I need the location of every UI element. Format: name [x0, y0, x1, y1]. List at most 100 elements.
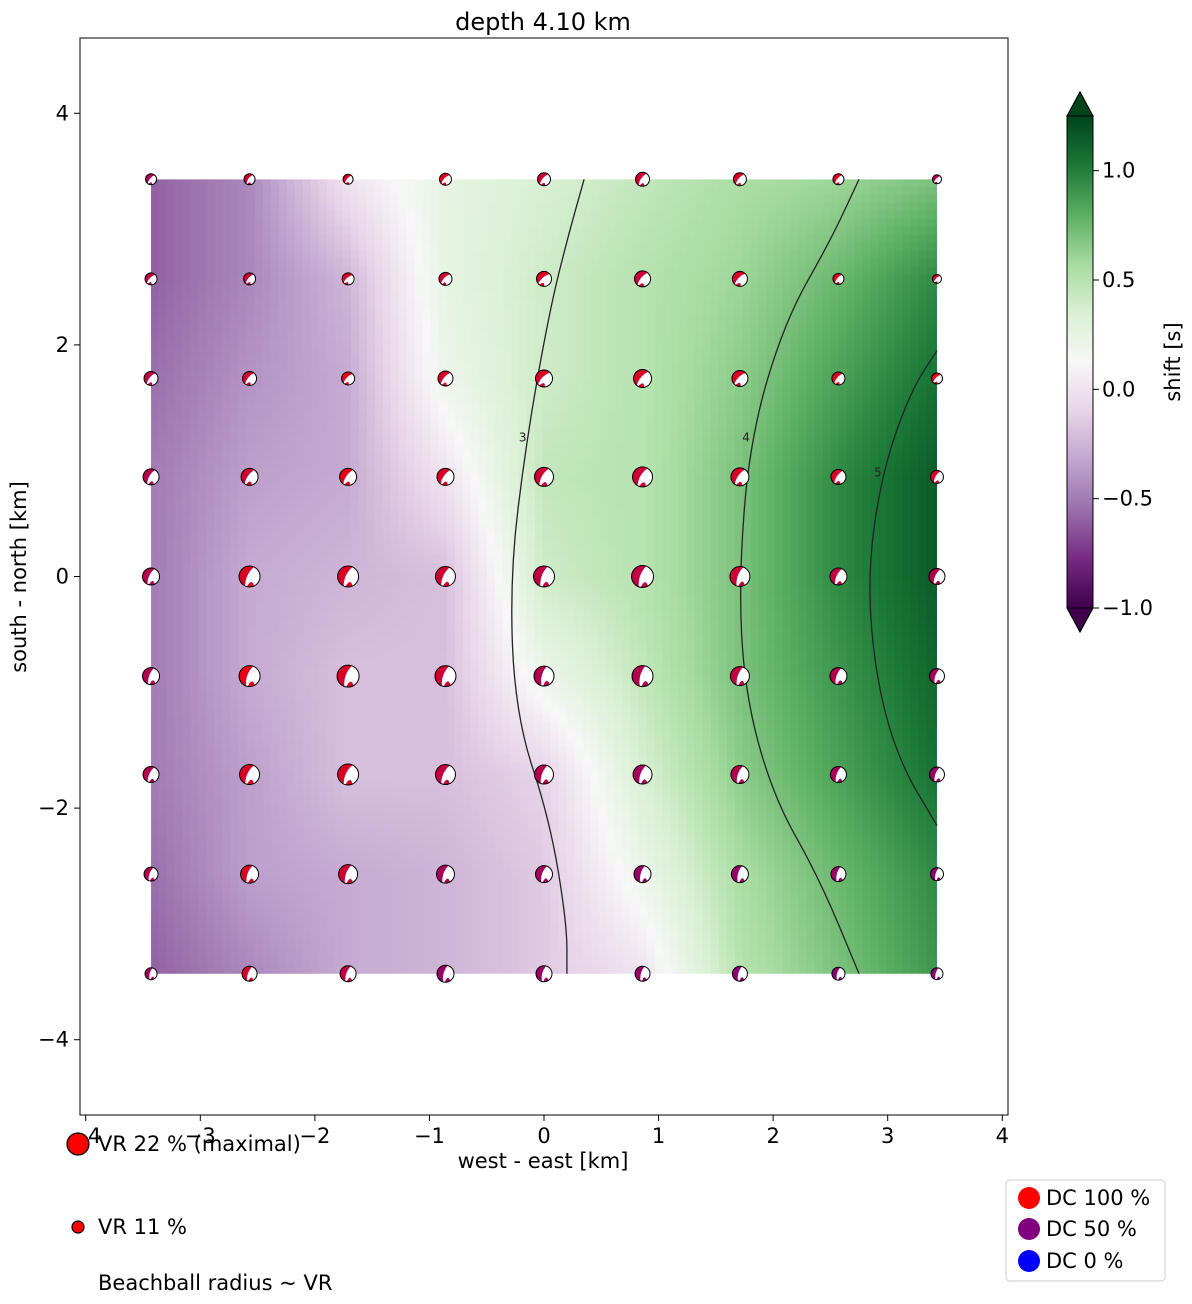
- field-cell: [383, 251, 392, 260]
- field-cell: [263, 443, 272, 452]
- field-cell: [871, 187, 880, 196]
- field-cell: [575, 299, 584, 308]
- field-cell: [391, 475, 400, 484]
- field-cell: [335, 307, 344, 316]
- field-cell: [207, 283, 216, 292]
- field-cell: [175, 187, 184, 196]
- field-cell: [711, 443, 720, 452]
- field-cell: [703, 323, 712, 332]
- field-cell: [623, 355, 632, 364]
- field-cell: [231, 379, 240, 388]
- field-cell: [327, 307, 336, 316]
- field-cell: [279, 547, 288, 556]
- field-cell: [247, 483, 256, 492]
- field-cell: [719, 403, 728, 412]
- field-cell: [879, 435, 888, 444]
- field-cell: [343, 211, 352, 220]
- field-cell: [855, 275, 864, 284]
- field-cell: [247, 427, 256, 436]
- field-cell: [255, 563, 264, 572]
- field-cell: [607, 275, 616, 284]
- field-cell: [607, 203, 616, 212]
- field-cell: [775, 395, 784, 404]
- field-cell: [831, 251, 840, 260]
- field-cell: [407, 243, 416, 252]
- field-cell: [159, 315, 168, 324]
- field-cell: [343, 507, 352, 516]
- field-cell: [767, 555, 776, 564]
- field-cell: [703, 379, 712, 388]
- field-cell: [487, 411, 496, 420]
- field-cell: [375, 531, 384, 540]
- field-cell: [743, 243, 752, 252]
- field-cell: [783, 203, 792, 212]
- field-cell: [447, 291, 456, 300]
- field-cell: [487, 515, 496, 524]
- field-cell: [743, 515, 752, 524]
- field-cell: [247, 299, 256, 308]
- field-cell: [615, 299, 624, 308]
- field-cell: [631, 219, 640, 228]
- field-cell: [799, 499, 808, 508]
- field-cell: [839, 531, 848, 540]
- field-cell: [431, 331, 440, 340]
- field-cell: [575, 195, 584, 204]
- field-cell: [479, 539, 488, 548]
- field-cell: [551, 323, 560, 332]
- field-cell: [183, 507, 192, 516]
- field-cell: [671, 283, 680, 292]
- field-cell: [359, 259, 368, 268]
- field-cell: [447, 523, 456, 532]
- field-cell: [623, 451, 632, 460]
- field-cell: [695, 451, 704, 460]
- field-cell: [159, 251, 168, 260]
- field-cell: [439, 435, 448, 444]
- field-cell: [335, 443, 344, 452]
- field-cell: [487, 539, 496, 548]
- field-cell: [495, 483, 504, 492]
- field-cell: [687, 179, 696, 188]
- field-cell: [847, 283, 856, 292]
- field-cell: [215, 379, 224, 388]
- field-cell: [399, 355, 408, 364]
- field-cell: [159, 459, 168, 468]
- field-cell: [727, 403, 736, 412]
- field-cell: [703, 347, 712, 356]
- field-cell: [839, 499, 848, 508]
- field-cell: [671, 563, 680, 572]
- field-cell: [279, 323, 288, 332]
- field-cell: [407, 563, 416, 572]
- field-cell: [463, 555, 472, 564]
- field-cell: [367, 531, 376, 540]
- field-cell: [479, 323, 488, 332]
- field-cell: [175, 299, 184, 308]
- field-cell: [815, 523, 824, 532]
- field-cell: [823, 491, 832, 500]
- field-cell: [327, 499, 336, 508]
- field-cell: [335, 355, 344, 364]
- field-cell: [215, 435, 224, 444]
- field-cell: [703, 475, 712, 484]
- field-cell: [839, 323, 848, 332]
- field-cell: [663, 283, 672, 292]
- field-cell: [311, 339, 320, 348]
- field-cell: [279, 347, 288, 356]
- field-cell: [895, 371, 904, 380]
- field-cell: [615, 347, 624, 356]
- field-cell: [327, 515, 336, 524]
- field-cell: [855, 451, 864, 460]
- field-cell: [847, 227, 856, 236]
- field-cell: [751, 459, 760, 468]
- field-cell: [823, 571, 832, 580]
- field-cell: [687, 523, 696, 532]
- field-cell: [855, 203, 864, 212]
- field-cell: [511, 259, 520, 268]
- field-cell: [407, 475, 416, 484]
- field-cell: [639, 227, 648, 236]
- field-cell: [423, 315, 432, 324]
- field-cell: [359, 387, 368, 396]
- field-cell: [687, 283, 696, 292]
- field-cell: [791, 395, 800, 404]
- field-cell: [751, 331, 760, 340]
- field-cell: [167, 451, 176, 460]
